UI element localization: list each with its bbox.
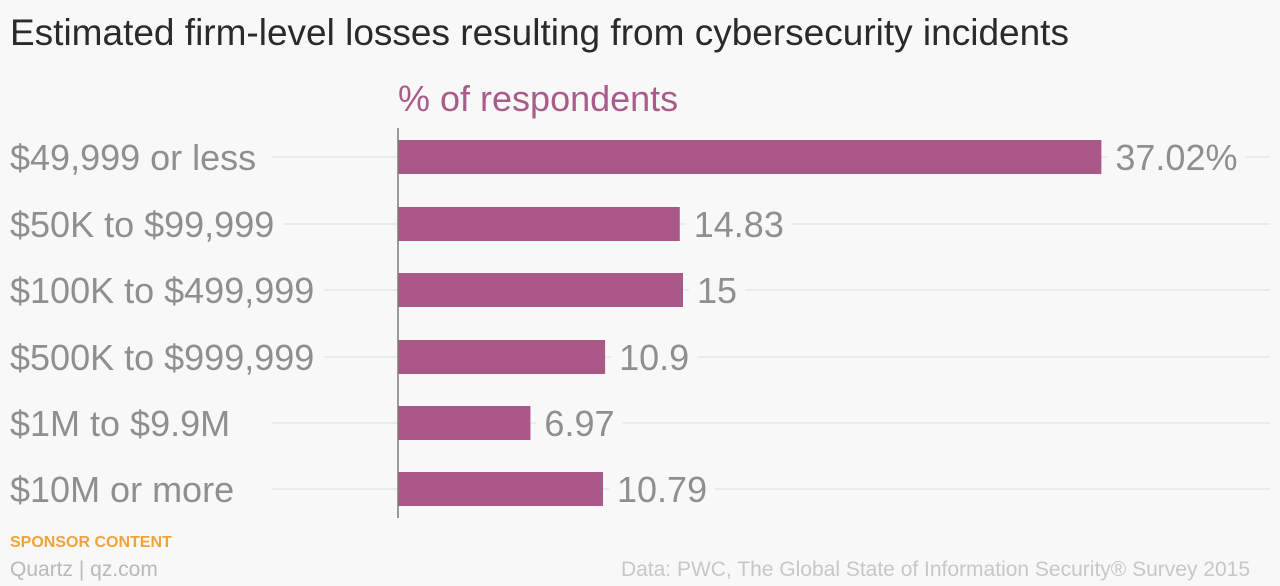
axis-unit-label: % of respondents — [398, 78, 679, 119]
category-label: $1M to $9.9M — [10, 403, 230, 444]
category-label: $100K to $499,999 — [10, 270, 314, 311]
category-label-background — [6, 202, 285, 246]
category-label: $10M or more — [10, 469, 234, 510]
value-label: 15 — [697, 270, 737, 311]
bar — [398, 406, 531, 440]
value-label-background — [536, 401, 623, 445]
value-label: 10.9 — [619, 337, 689, 378]
value-label: 6.97 — [544, 403, 614, 444]
bar — [398, 472, 604, 506]
category-label: $49,999 or less — [10, 137, 256, 178]
bar — [398, 273, 683, 307]
brand-credit: Quartz | qz.com — [10, 558, 158, 581]
chart-title: Estimated firm-level losses resulting fr… — [10, 12, 1069, 53]
category-label-background — [6, 335, 325, 379]
category-label: $50K to $99,999 — [10, 204, 274, 245]
source-note: Data: PWC, The Global State of Informati… — [620, 558, 1250, 581]
category-label-background — [6, 268, 325, 312]
category-label-background — [6, 401, 241, 445]
bar — [398, 340, 606, 374]
value-label: 10.79 — [617, 469, 707, 510]
value-label-background — [685, 202, 792, 246]
category-label-background — [6, 467, 245, 511]
bar — [398, 140, 1102, 174]
value-label: 14.83 — [694, 204, 784, 245]
sponsor-label: SPONSOR CONTENT — [10, 534, 172, 551]
value-label-background — [1107, 135, 1246, 179]
value-label-background — [609, 467, 716, 511]
value-label: 37.02% — [1115, 137, 1237, 178]
category-label: $500K to $999,999 — [10, 337, 314, 378]
category-label-background — [6, 135, 267, 179]
bar — [398, 207, 680, 241]
value-label-background — [689, 268, 746, 312]
value-label-background — [611, 335, 698, 379]
